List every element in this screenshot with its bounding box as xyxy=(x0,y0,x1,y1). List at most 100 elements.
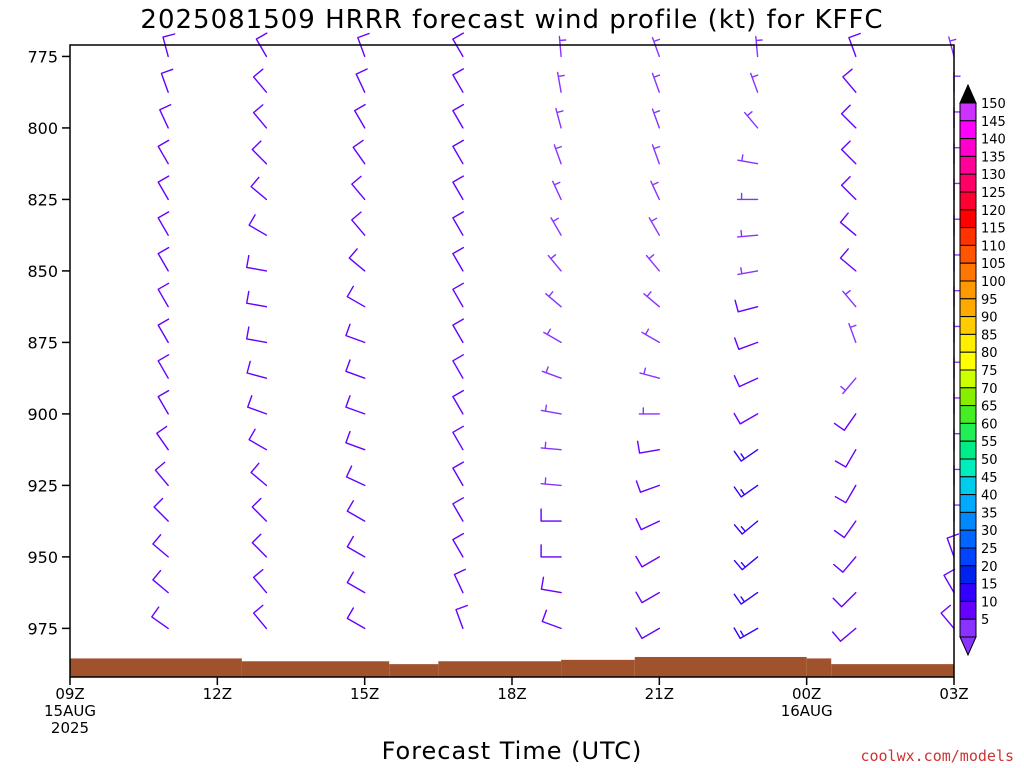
colorbar-label: 125 xyxy=(981,186,1006,201)
wind-barb xyxy=(452,68,464,93)
colorbar-label: 85 xyxy=(981,328,998,343)
wind-barb xyxy=(840,176,857,201)
wind-barb xyxy=(452,211,464,236)
wind-barb xyxy=(541,366,562,379)
y-tick-label: 900 xyxy=(27,405,58,424)
wind-barb xyxy=(540,508,562,522)
colorbar-label: 10 xyxy=(981,595,998,610)
wind-barb xyxy=(953,357,961,379)
colorbar-label: 60 xyxy=(981,417,998,432)
wind-barb xyxy=(247,395,268,415)
colorbar-label: 40 xyxy=(981,489,998,504)
wind-barb xyxy=(840,104,857,129)
y-tick-label: 850 xyxy=(27,262,58,281)
chart-title: 2025081509 HRRR forecast wind profile (k… xyxy=(140,5,883,35)
wind-barb xyxy=(834,484,857,504)
colorbar-cell xyxy=(959,120,977,140)
credit-label: coolwx.com/models xyxy=(860,747,1014,765)
y-axis: 775 800 825 850 875 900 925 950 975 xyxy=(27,47,70,638)
wind-barb xyxy=(543,328,562,344)
wind-barb xyxy=(355,68,368,93)
wind-barb xyxy=(250,176,268,201)
wind-barb xyxy=(550,217,562,236)
wind-barb xyxy=(351,175,366,201)
colorbar-cell xyxy=(959,298,977,318)
wind-barb xyxy=(346,607,366,630)
y-tick-label: 950 xyxy=(27,548,58,567)
wind-barb xyxy=(750,72,759,93)
colorbar-cell xyxy=(959,316,977,335)
colorbar-label: 55 xyxy=(981,435,998,450)
colorbar-label: 110 xyxy=(981,239,1006,254)
colorbar-cell xyxy=(959,529,977,549)
wind-barb xyxy=(252,604,268,630)
wind-barb xyxy=(452,103,464,129)
colorbar-label: 140 xyxy=(981,133,1006,148)
wind-barb xyxy=(162,33,176,58)
wind-barb xyxy=(953,71,961,93)
wind-barb xyxy=(452,497,464,522)
wind-barb xyxy=(452,175,464,201)
wind-barb xyxy=(547,254,562,272)
wind-barb xyxy=(453,568,466,594)
wind-barb xyxy=(252,104,268,129)
wind-barb xyxy=(248,428,268,451)
wind-barb xyxy=(345,430,366,451)
wind-barb xyxy=(643,291,660,308)
wind-barb xyxy=(346,285,366,308)
x-tick-label: 15Z xyxy=(350,685,379,703)
ground-segment xyxy=(438,661,562,677)
wind-barb xyxy=(840,140,857,165)
colorbar-label: 145 xyxy=(981,115,1006,130)
ground-segment xyxy=(389,664,439,677)
colorbar-cell xyxy=(959,511,977,531)
wind-barb xyxy=(556,71,565,93)
wind-barb xyxy=(348,248,366,272)
wind-barb xyxy=(736,229,759,238)
colorbar-label: 35 xyxy=(981,506,998,521)
wind-barb xyxy=(252,568,268,594)
x-tick-label: 09Z xyxy=(55,685,84,703)
wind-barb xyxy=(834,449,857,468)
ground-terrain xyxy=(70,656,954,677)
wind-barb xyxy=(345,323,366,344)
wind-barb xyxy=(733,484,759,498)
x-tick-label: 03Z xyxy=(939,685,968,703)
colorbar-cell xyxy=(959,227,977,246)
x-tick-label: 21Z xyxy=(645,685,674,703)
colorbar-cell xyxy=(959,244,977,264)
colorbar-cell xyxy=(959,494,977,513)
wind-barb xyxy=(943,568,956,594)
wind-barb xyxy=(157,282,170,308)
colorbar-label: 70 xyxy=(981,382,998,397)
wind-barb xyxy=(651,72,661,93)
wind-barb xyxy=(157,389,170,415)
wind-barb xyxy=(452,532,464,558)
colorbar-label: 120 xyxy=(981,204,1006,219)
ground-segment xyxy=(561,659,635,677)
wind-barb xyxy=(736,192,759,201)
wind-barb xyxy=(250,462,268,487)
wind-barb xyxy=(354,103,366,129)
x-tick-label: 15AUG xyxy=(44,702,96,720)
wind-barb xyxy=(953,214,961,236)
colorbar-cell xyxy=(959,600,977,620)
wind-barb xyxy=(255,32,268,58)
colorbar-cell xyxy=(959,173,977,193)
wind-barb xyxy=(452,139,464,165)
wind-barb xyxy=(839,248,857,272)
x-tick-label: 16AUG xyxy=(781,702,833,720)
colorbar-cell xyxy=(959,102,977,122)
wind-barb xyxy=(953,464,961,487)
ground-segment xyxy=(70,658,242,677)
colorbar-label: 130 xyxy=(981,168,1006,183)
wind-barb xyxy=(246,326,268,344)
wind-barb xyxy=(734,299,759,313)
colorbar-label: 95 xyxy=(981,293,998,308)
wind-barb xyxy=(840,377,857,395)
wind-barb xyxy=(251,140,268,165)
x-tick-label: 2025 xyxy=(51,719,89,737)
wind-barb xyxy=(953,286,961,308)
wind-barb xyxy=(651,108,661,129)
wind-barb xyxy=(651,144,661,165)
